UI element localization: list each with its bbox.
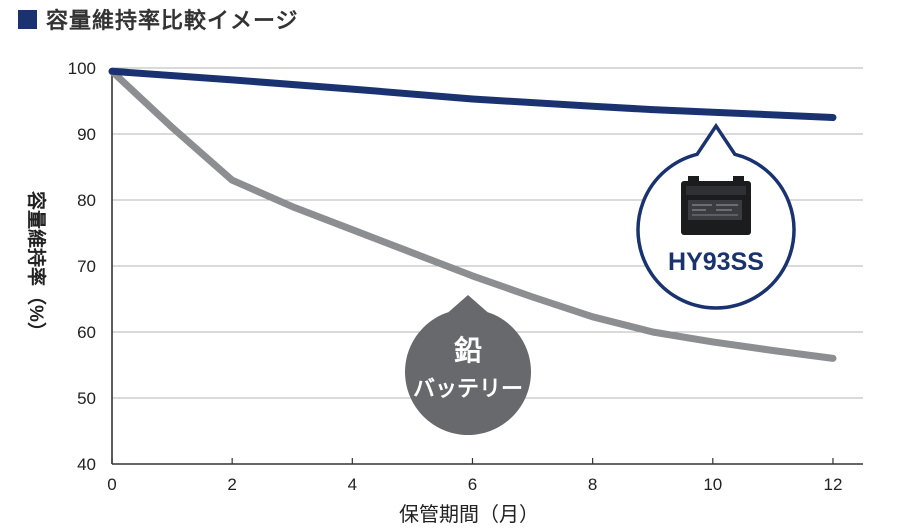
y-tick-labels: 40 50 60 70 80 90 100 <box>68 59 96 474</box>
x-axis-label: 保管期間（月） <box>399 503 539 526</box>
lead-battery-label-line1: 鉛 <box>454 334 482 366</box>
y-tick-90: 90 <box>77 125 96 144</box>
chart-title-text: 容量維持率比較イメージ <box>46 9 299 34</box>
lead-battery-label-line2: バッテリー <box>413 376 523 401</box>
axes <box>111 68 863 465</box>
lead-battery-callout: 鉛 バッテリー <box>405 295 531 436</box>
y-tick-80: 80 <box>77 191 96 210</box>
chart-title: 容量維持率比較イメージ <box>18 2 299 36</box>
y-tick-50: 50 <box>77 389 96 408</box>
y-axis-label: 容量維持率（%） <box>25 191 48 341</box>
series-line-lead-battery <box>108 67 837 362</box>
hy93ss-label: HY93SS <box>668 248 764 276</box>
hy93ss-callout: HY93SS <box>636 122 796 310</box>
y-tick-40: 40 <box>77 455 96 474</box>
y-tick-100: 100 <box>68 59 96 78</box>
x-tick-0: 0 <box>107 475 116 494</box>
x-tick-6: 6 <box>468 475 477 494</box>
x-tick-2: 2 <box>227 475 236 494</box>
title-marker-icon <box>18 9 37 29</box>
x-tick-12: 12 <box>823 475 842 494</box>
x-tick-4: 4 <box>348 475 357 494</box>
series-line-hy93ss <box>108 67 837 121</box>
y-tick-70: 70 <box>77 257 96 276</box>
series-lines <box>108 67 837 362</box>
x-tick-8: 8 <box>588 475 597 494</box>
x-tick-labels: 0 2 4 6 8 10 12 <box>107 475 842 494</box>
lead-battery-bubble <box>405 295 531 436</box>
x-tick-10: 10 <box>703 475 722 494</box>
y-tick-60: 60 <box>77 323 96 342</box>
battery-icon <box>681 176 751 235</box>
